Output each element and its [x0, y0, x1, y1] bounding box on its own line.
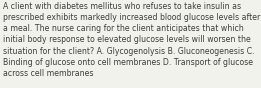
Text: A client with diabetes mellitus who refuses to take insulin as
prescribed exhibi: A client with diabetes mellitus who refu…	[3, 2, 260, 78]
